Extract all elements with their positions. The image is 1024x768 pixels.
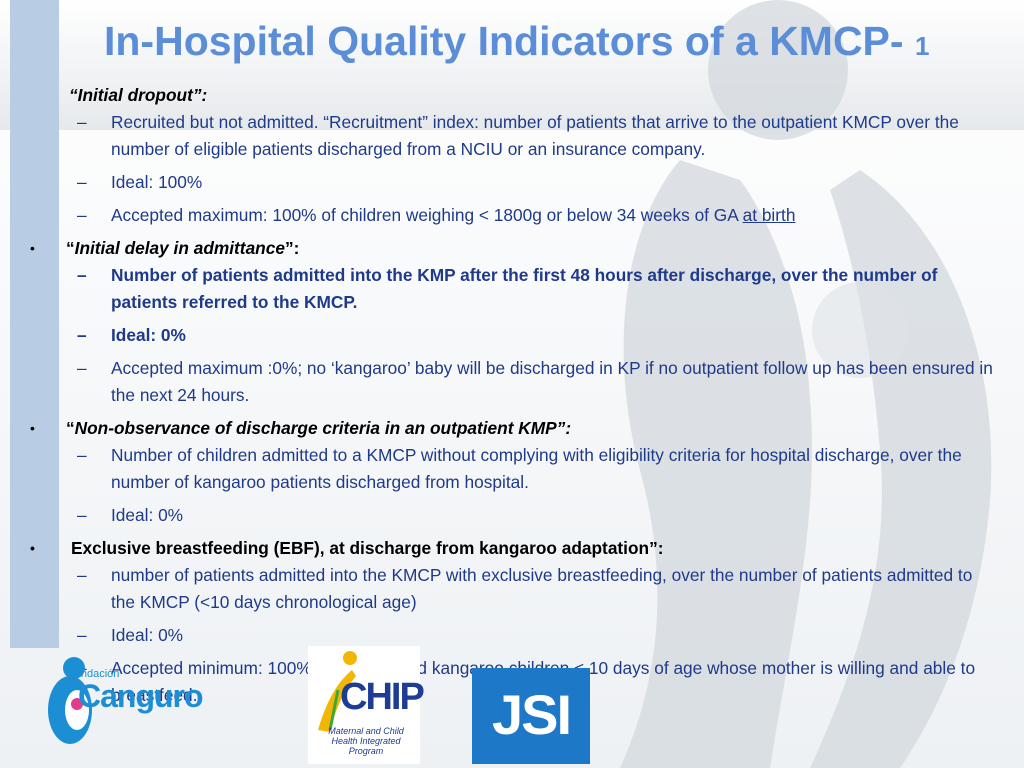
quote-close: ”: xyxy=(284,238,300,258)
canguro-foundation-label: Fundación xyxy=(68,668,120,680)
left-accent-bar xyxy=(10,0,59,648)
heading-text: Non-observance of discharge criteria in … xyxy=(74,418,572,438)
dash-marker: – xyxy=(77,625,87,645)
heading-text: Initial delay in admittance xyxy=(74,238,285,258)
item-text: number of patients admitted into the KMC… xyxy=(111,565,973,612)
dash-marker: – xyxy=(77,265,87,285)
heading-non-observance: • “Non-observance of discharge criteria i… xyxy=(0,415,1000,442)
dash-marker: – xyxy=(77,112,87,132)
list-item: – Ideal: 100% xyxy=(0,169,1000,196)
heading-text: Exclusive breastfeeding (EBF), at discha… xyxy=(71,538,664,558)
dash-marker: – xyxy=(77,205,87,225)
list-item: – Number of children admitted to a KMCP w… xyxy=(0,442,1000,496)
page-title: In-Hospital Quality Indicators of a KMCP… xyxy=(104,18,929,65)
item-text: Number of children admitted to a KMCP wi… xyxy=(111,445,962,492)
title-number: 1 xyxy=(914,31,930,61)
logo-strip: Fundación Canguro CHIP Maternal and Chil… xyxy=(0,640,1024,768)
list-item: – Recruited but not admitted. “Recruitmen… xyxy=(0,109,1000,163)
dash-marker: – xyxy=(77,565,87,585)
item-text: Recruited but not admitted. “Recruitment… xyxy=(111,112,959,159)
jsi-name: JSI xyxy=(491,683,572,746)
canguro-logo-icon xyxy=(48,657,92,744)
item-text: Accepted maximum: 100% of children weigh… xyxy=(111,205,743,225)
mother-baby-watermark-icon xyxy=(620,0,992,768)
quote-open: “ xyxy=(66,418,75,438)
slide-body: “Initial dropout”: – Recruited but not ad… xyxy=(0,82,1000,709)
dash-marker: – xyxy=(77,505,87,525)
chip-name: CHIP xyxy=(340,676,425,718)
item-text: Ideal: 0% xyxy=(111,625,184,645)
dash-marker: – xyxy=(77,325,87,345)
underlined-text: at birth xyxy=(742,205,796,225)
list-item: – Accepted maximum: 100% of children weig… xyxy=(0,202,1000,229)
item-text: Ideal: 100% xyxy=(111,172,203,192)
heading-initial-dropout: “Initial dropout”: xyxy=(69,85,208,105)
top-band xyxy=(0,0,1024,130)
jsi-logo: JSI xyxy=(472,668,590,764)
heading-ebf: • Exclusive breastfeeding (EBF), at disch… xyxy=(0,535,1000,562)
list-item: – Accepted maximum :0%; no ‘kangaroo’ bab… xyxy=(0,355,1000,409)
list-item: – Number of patients admitted into the KM… xyxy=(0,262,1000,316)
list-item: – Ideal: 0% xyxy=(0,322,1000,349)
chip-logo: CHIP Maternal and Child Health Integrate… xyxy=(308,646,425,764)
list-item: – Ideal: 0% xyxy=(0,622,1000,649)
chip-subtitle: Maternal and Child Health Integrated Pro… xyxy=(328,726,404,756)
item-text: Accepted maximum :0%; no ‘kangaroo’ baby… xyxy=(111,358,993,405)
list-item: – Ideal: 0% xyxy=(0,502,1000,529)
bullet-marker: • xyxy=(30,240,35,256)
heading-initial-delay: • “Initial delay in admittance”: xyxy=(0,235,1000,262)
bullet-marker: • xyxy=(30,540,35,556)
dash-marker: – xyxy=(77,445,87,465)
dash-marker: – xyxy=(77,172,87,192)
chip-figure-icon xyxy=(318,651,357,732)
dash-marker: – xyxy=(77,358,87,378)
canguro-name: Canguro xyxy=(78,678,204,714)
list-item: – number of patients admitted into the KM… xyxy=(0,562,1000,616)
item-text: Ideal: 0% xyxy=(111,505,184,525)
quote-open: “ xyxy=(66,238,75,258)
bullet-marker: • xyxy=(30,420,35,436)
item-text: Number of patients admitted into the KMP… xyxy=(111,265,938,312)
item-text: Ideal: 0% xyxy=(111,325,186,345)
title-text: In-Hospital Quality Indicators of a KMCP… xyxy=(104,18,904,64)
